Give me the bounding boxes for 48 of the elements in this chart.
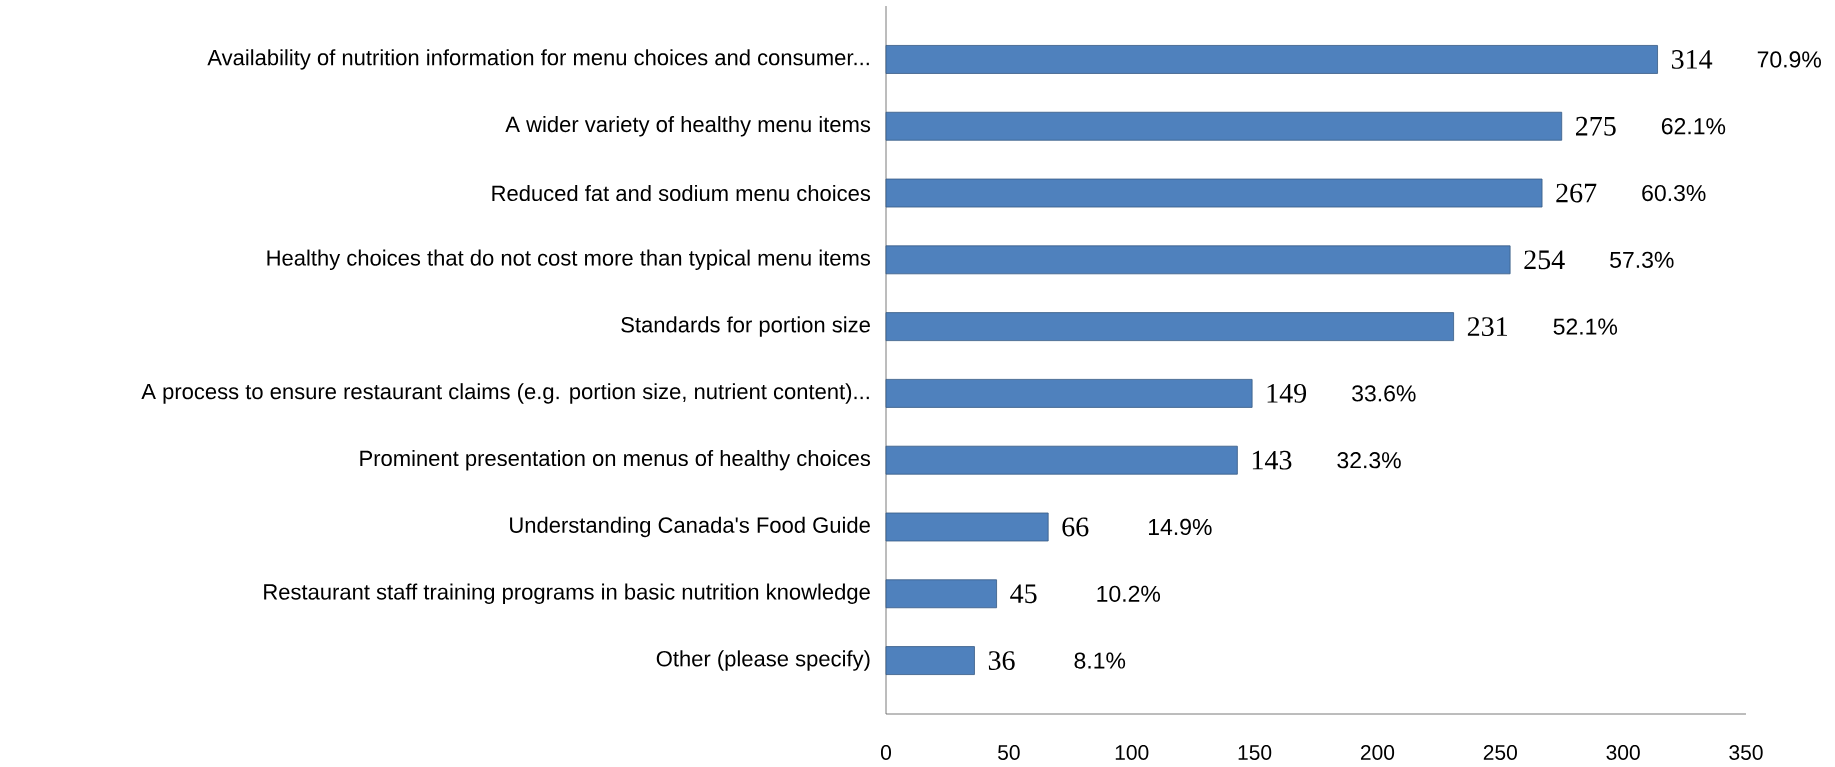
data-label: 66: [1062, 517, 1089, 537]
annotation: 8.1%: [1074, 652, 1126, 669]
data-label: 275: [1576, 117, 1616, 136]
x-tick-label: 350: [1729, 745, 1763, 761]
annotation: 57.3%: [1610, 251, 1674, 269]
annotation: 32.3%: [1337, 452, 1401, 469]
data-label: 267: [1556, 183, 1597, 203]
annotation: 33.6%: [1352, 385, 1416, 402]
annotation: 60.3%: [1642, 185, 1706, 202]
y-tick-label: Availability of nutrition information for menu choices and consumer...: [207, 49, 869, 70]
annotation: 10.2%: [1097, 585, 1161, 603]
annotation: 14.9%: [1149, 519, 1212, 536]
bar: [885, 45, 1658, 75]
bar: [885, 379, 1253, 409]
bar: [885, 512, 1049, 542]
annotation: 62.1%: [1661, 118, 1726, 135]
y-tick-label: Restaurant staff training programs in basic nutrition knowledge: [264, 583, 870, 605]
bar: [885, 312, 1454, 342]
x-tick-label: 150: [1238, 745, 1272, 761]
y-tick-label: A wider variety of healthy menu items: [505, 116, 871, 137]
x-tick-label: 100: [1115, 745, 1149, 761]
data-label: 36: [988, 651, 1015, 671]
bar: [885, 178, 1543, 208]
bar: [885, 579, 997, 609]
bar: [885, 646, 975, 676]
data-label: 254: [1524, 250, 1565, 270]
y-tick-label: Reduced fat and sodium menu choices: [492, 185, 871, 202]
y-tick-label: Understanding Canada's Food Guide: [510, 516, 870, 538]
data-label: 231: [1467, 317, 1507, 337]
data-label: 149: [1267, 384, 1307, 404]
x-tick-label: 0: [880, 745, 892, 761]
x-tick-label: 50: [998, 745, 1020, 761]
x-tick-label: 200: [1360, 745, 1395, 761]
y-tick-label: Prominent presentation on menus of healthy choices: [360, 450, 871, 471]
text: 70.9%: [1757, 51, 1821, 68]
data-label: 143: [1252, 451, 1292, 470]
y-tick-label: Standards for portion size: [621, 316, 870, 338]
y-tick-label: Other (please specify): [656, 650, 870, 672]
x-tick-label: 250: [1483, 745, 1517, 761]
bar: [885, 112, 1563, 141]
data-label: 314: [1671, 50, 1713, 70]
y-tick-label: A process to ensure restaurant claims (e.g. portion size, nutrient content)...: [141, 383, 869, 404]
bar: [885, 446, 1238, 475]
x-tick-label: 300: [1606, 745, 1640, 761]
bar: [885, 245, 1511, 275]
data-label: 45: [1010, 584, 1037, 604]
y-tick-label: Healthy choices that do not cost more than typical menu items: [267, 249, 871, 271]
annotation: 52.1%: [1553, 318, 1618, 335]
